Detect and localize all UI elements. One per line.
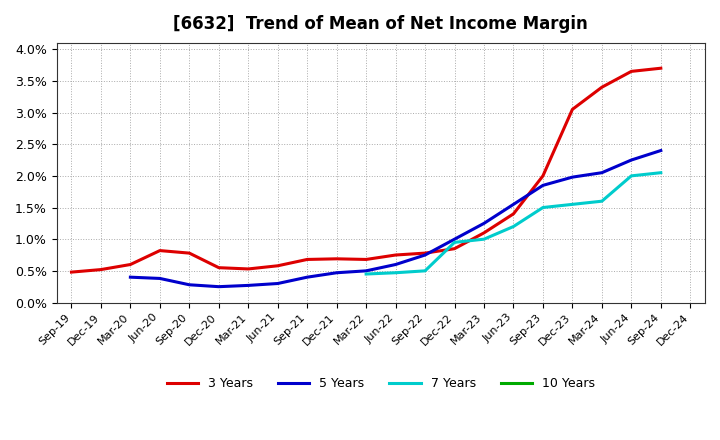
7 Years xyxy=(362,271,371,277)
5 Years xyxy=(362,268,371,274)
3 Years xyxy=(450,246,459,251)
5 Years xyxy=(391,262,400,267)
3 Years xyxy=(274,263,282,268)
7 Years xyxy=(480,237,488,242)
Title: [6632]  Trend of Mean of Net Income Margin: [6632] Trend of Mean of Net Income Margi… xyxy=(174,15,588,33)
7 Years xyxy=(420,268,429,274)
5 Years xyxy=(244,283,253,288)
3 Years xyxy=(598,84,606,90)
5 Years xyxy=(333,270,341,275)
5 Years xyxy=(126,275,135,280)
5 Years xyxy=(568,175,577,180)
3 Years xyxy=(480,230,488,235)
5 Years xyxy=(215,284,223,290)
3 Years xyxy=(657,66,665,71)
5 Years xyxy=(450,237,459,242)
5 Years xyxy=(598,170,606,175)
5 Years xyxy=(657,148,665,153)
7 Years xyxy=(509,224,518,229)
Legend: 3 Years, 5 Years, 7 Years, 10 Years: 3 Years, 5 Years, 7 Years, 10 Years xyxy=(162,372,600,395)
3 Years xyxy=(96,267,105,272)
3 Years xyxy=(215,265,223,270)
7 Years xyxy=(598,198,606,204)
3 Years xyxy=(333,256,341,261)
Line: 3 Years: 3 Years xyxy=(71,68,661,272)
Line: 7 Years: 7 Years xyxy=(366,172,661,274)
3 Years xyxy=(539,173,547,179)
3 Years xyxy=(420,250,429,256)
3 Years xyxy=(391,253,400,258)
5 Years xyxy=(539,183,547,188)
5 Years xyxy=(420,253,429,258)
5 Years xyxy=(274,281,282,286)
7 Years xyxy=(450,240,459,245)
7 Years xyxy=(539,205,547,210)
7 Years xyxy=(657,170,665,175)
3 Years xyxy=(156,248,164,253)
3 Years xyxy=(67,269,76,275)
5 Years xyxy=(303,275,312,280)
3 Years xyxy=(244,266,253,271)
7 Years xyxy=(568,202,577,207)
3 Years xyxy=(509,211,518,216)
3 Years xyxy=(126,262,135,267)
3 Years xyxy=(185,250,194,256)
3 Years xyxy=(362,257,371,262)
Line: 5 Years: 5 Years xyxy=(130,150,661,287)
5 Years xyxy=(185,282,194,287)
7 Years xyxy=(627,173,636,179)
3 Years xyxy=(303,257,312,262)
5 Years xyxy=(509,202,518,207)
7 Years xyxy=(391,270,400,275)
3 Years xyxy=(627,69,636,74)
5 Years xyxy=(627,158,636,163)
5 Years xyxy=(156,276,164,281)
5 Years xyxy=(480,221,488,226)
3 Years xyxy=(568,107,577,112)
